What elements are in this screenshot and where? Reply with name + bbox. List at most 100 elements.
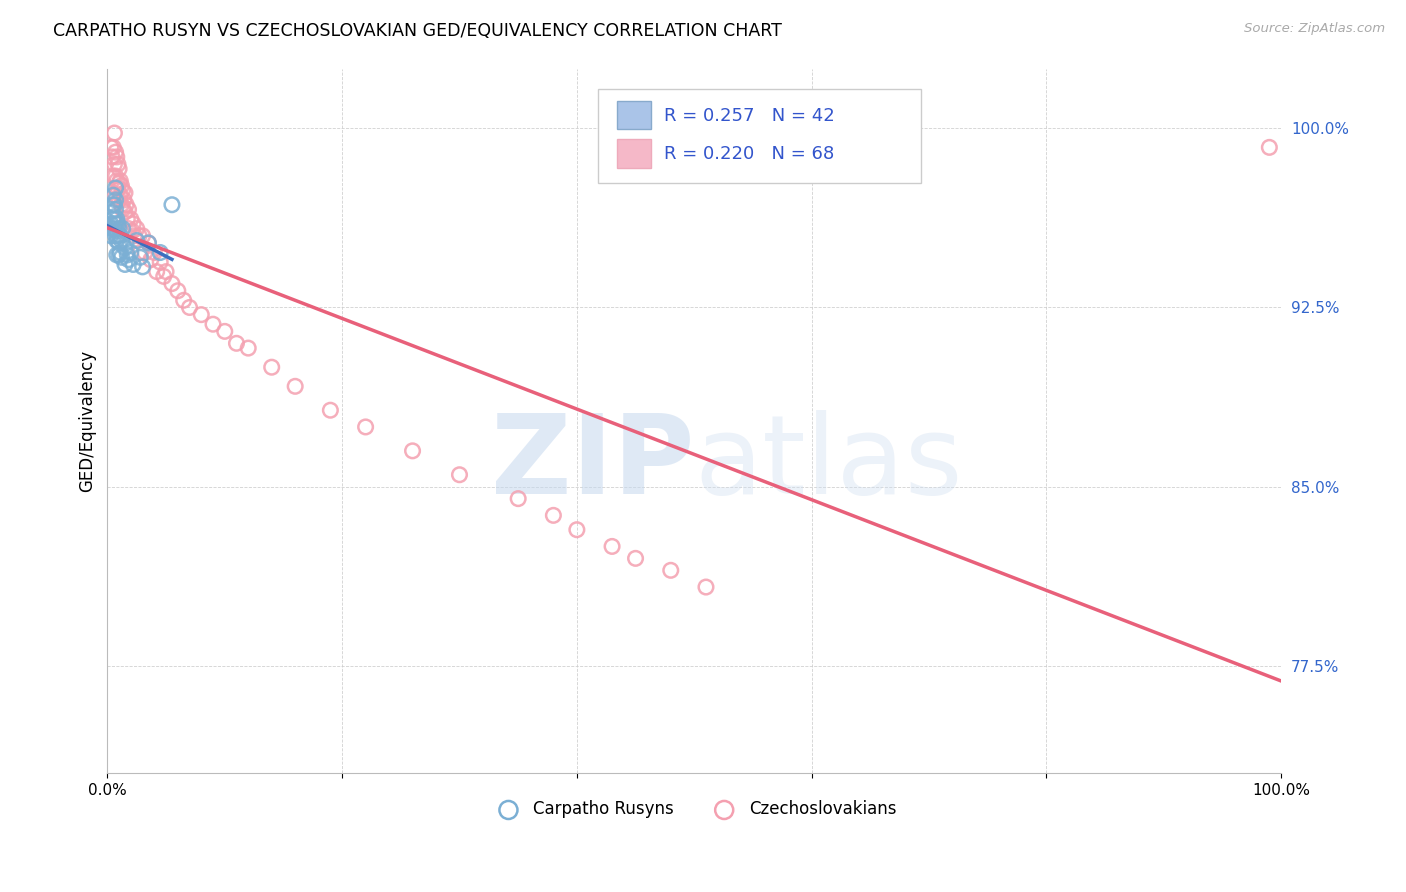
Point: [120, 245, 142, 260]
Point: [103, 210, 125, 224]
Point: [160, 277, 183, 291]
Point: [104, 181, 127, 195]
Point: [600, 540, 623, 554]
Point: [105, 248, 128, 262]
Point: [117, 248, 139, 262]
Point: [110, 198, 132, 212]
Point: [238, 341, 260, 355]
Point: [115, 198, 138, 212]
Point: [131, 228, 153, 243]
Point: [260, 360, 283, 375]
Point: [105, 224, 128, 238]
Point: [100, 217, 122, 231]
Point: [659, 563, 682, 577]
Point: [108, 176, 131, 190]
Point: [695, 580, 717, 594]
Point: [103, 198, 125, 212]
Point: [100, 140, 122, 154]
Point: [103, 212, 125, 227]
Point: [128, 228, 150, 243]
Point: [105, 174, 128, 188]
Point: [110, 178, 132, 193]
Point: [117, 252, 139, 267]
Point: [104, 169, 127, 183]
Point: [354, 420, 377, 434]
Point: [108, 161, 131, 176]
Point: [103, 126, 125, 140]
Point: [114, 205, 136, 219]
Legend: Carpatho Rusyns, Czechoslovakians: Carpatho Rusyns, Czechoslovakians: [485, 794, 904, 825]
Point: [104, 193, 127, 207]
Point: [100, 228, 122, 243]
Text: atlas: atlas: [695, 409, 963, 516]
Point: [104, 228, 127, 243]
Point: [214, 324, 236, 338]
Point: [110, 228, 132, 243]
Point: [160, 198, 183, 212]
Point: [104, 188, 127, 202]
Point: [110, 245, 132, 260]
Point: [110, 188, 132, 202]
Point: [104, 145, 127, 160]
Point: [624, 551, 647, 566]
Point: [107, 217, 129, 231]
Point: [110, 174, 132, 188]
Point: [122, 257, 145, 271]
Point: [108, 235, 131, 250]
Point: [1258, 140, 1281, 154]
Point: [155, 265, 177, 279]
Point: [105, 234, 128, 248]
Point: [125, 221, 148, 235]
Point: [103, 198, 125, 212]
Point: [111, 202, 134, 217]
Point: [319, 403, 342, 417]
Y-axis label: GED/Equivalency: GED/Equivalency: [79, 350, 96, 492]
Point: [114, 257, 136, 271]
Point: [117, 221, 139, 235]
Point: [105, 212, 128, 227]
Point: [107, 228, 129, 243]
Point: [105, 150, 128, 164]
Point: [134, 245, 156, 260]
Point: [117, 212, 139, 227]
Point: [143, 245, 166, 260]
Point: [108, 193, 131, 207]
Point: [131, 260, 153, 274]
Point: [115, 235, 138, 250]
Text: ZIP: ZIP: [491, 409, 695, 516]
Point: [284, 379, 307, 393]
Point: [104, 217, 127, 231]
Point: [108, 221, 131, 235]
Point: [565, 523, 588, 537]
Point: [103, 157, 125, 171]
Point: [103, 221, 125, 235]
Point: [166, 284, 188, 298]
Point: [179, 301, 201, 315]
Text: R = 0.220   N = 68: R = 0.220 N = 68: [664, 145, 834, 163]
Point: [108, 248, 131, 262]
Point: [104, 202, 127, 217]
Point: [129, 245, 152, 260]
Point: [124, 228, 146, 243]
Point: [129, 250, 152, 264]
Point: [101, 205, 124, 219]
Point: [139, 252, 162, 267]
Point: [225, 336, 247, 351]
Point: [543, 508, 565, 523]
Point: [103, 140, 125, 154]
Point: [508, 491, 530, 506]
Point: [103, 188, 125, 202]
Point: [107, 157, 129, 171]
Point: [121, 224, 143, 238]
Point: [111, 183, 134, 197]
Point: [120, 212, 142, 227]
Point: [122, 217, 145, 231]
Point: [111, 221, 134, 235]
Point: [125, 234, 148, 248]
Point: [173, 293, 195, 308]
Point: [149, 255, 172, 269]
Point: [138, 235, 160, 250]
Point: [152, 269, 174, 284]
Point: [449, 467, 471, 482]
Point: [112, 193, 135, 207]
